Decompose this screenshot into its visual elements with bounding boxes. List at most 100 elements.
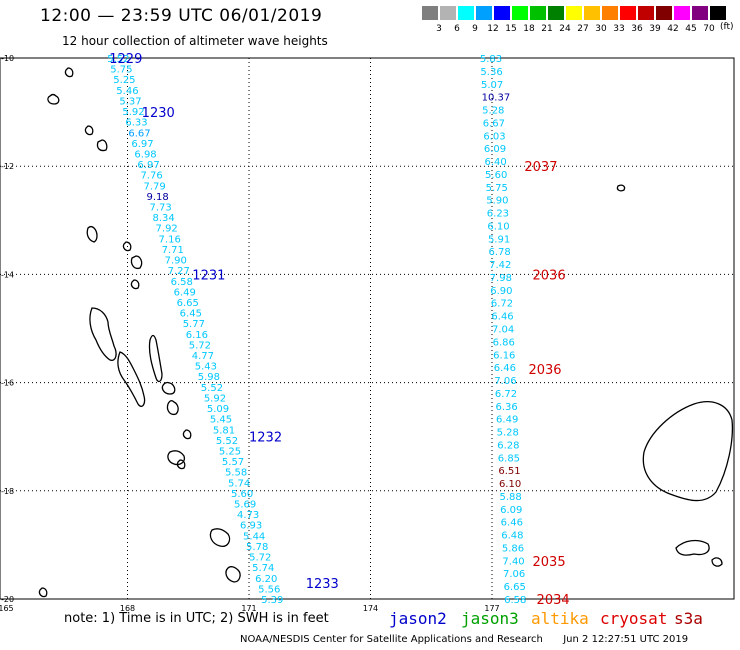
west-track-value: 6.20 [255,574,277,585]
west-track-value: 7.27 [168,266,190,277]
west-track-value: 7.73 [149,203,171,214]
legend-swatch [584,6,600,20]
west-track-value: 5.57 [222,457,244,468]
east-track-value: 6.58 [504,595,526,606]
east-track-value: 5.83 [480,54,502,65]
island-small-9 [182,429,192,440]
east-track-value: 7.40 [502,556,524,567]
y-tick-label: -18 [1,487,14,496]
legend-swatch [476,6,492,20]
west-track-value: 6.45 [180,309,202,320]
west-track-value: 5.72 [189,340,211,351]
west-track-value: 6.97 [131,139,153,150]
west-track-value: 5.74 [228,478,250,489]
legend-swatch [710,6,726,20]
legend-units: (ft) [720,22,734,32]
west-track-value: 7.76 [140,171,162,182]
island-epi [166,400,179,416]
legend-label: 30 [595,24,607,34]
map-frame [0,57,735,600]
west-track-value: 5.56 [258,584,280,595]
pass-label: 1229 [109,52,142,67]
legend-label: 21 [541,24,553,34]
west-track-value: 5.45 [210,415,232,426]
legend-swatch [458,6,474,20]
island-small-7 [130,279,140,290]
y-tick-label: -14 [1,270,14,279]
footer-note: note: 1) Time is in UTC; 2) SWH is in fe… [64,611,329,626]
island-espiritu-santo [89,307,117,361]
legend-label: 39 [649,24,661,34]
legend-swatch [548,6,564,20]
west-track-value: 5.46 [116,86,138,97]
west-track-value: 5.92 [122,107,144,118]
island-small-6 [130,255,143,270]
east-track-value: 6.67 [483,118,505,129]
west-track-value: 4.73 [237,510,259,521]
island-rotuma [616,184,626,192]
x-tick-label: 165 [0,604,14,613]
island-malekula [117,351,146,408]
island-vanua-levu [675,539,710,556]
sat-s3a: s3a [674,609,703,628]
east-track-value: 6.72 [495,389,517,400]
east-track-value: 6.16 [493,350,515,361]
west-track-value: 5.77 [183,319,205,330]
x-tick-label: 168 [120,604,135,613]
east-track-value: 5.88 [500,492,522,503]
wave-height-points: 5.525.755.255.465.375.926.336.676.976.98… [107,54,526,606]
island-viti-levu [642,401,734,502]
west-track-value: 6.67 [128,128,150,139]
west-track-value: 5.52 [216,436,238,447]
island-ambrym [161,381,176,395]
pass-label: 1233 [306,577,339,592]
pass-label: 1232 [249,431,282,446]
west-track-value: 5.37 [119,96,141,107]
legend-label: 9 [472,24,478,34]
west-track-value: 5.60 [231,489,253,500]
pass-label: 2037 [524,160,557,175]
legend-label: 15 [505,24,517,34]
east-track-value: 6.85 [498,453,520,464]
sat-altika: altika [531,609,589,628]
west-track-value: 5.81 [213,425,235,436]
legend-swatch [638,6,654,20]
west-track-value: 6.58 [171,277,193,288]
pass-label: 2036 [533,268,566,283]
east-track-value: 6.49 [496,415,518,426]
legend-swatch [422,6,438,20]
east-track-value: 6.40 [484,157,506,168]
west-track-value: 5.39 [261,595,283,606]
legend-label: 70 [703,24,715,34]
east-track-value: 7.04 [492,325,514,336]
east-track-value: 6.09 [500,505,522,516]
west-track-value: 7.16 [159,234,181,245]
legend-swatch [440,6,456,20]
east-track-value: 5.75 [486,183,508,194]
timestamp: Jun 2 12:27:51 UTC 2019 [563,634,689,645]
west-track-value: 7.92 [156,224,178,235]
east-track-value: 6.90 [490,286,512,297]
west-track-value: 6.16 [186,330,208,341]
island-small-2 [84,125,94,136]
east-track-value: 5.91 [488,234,510,245]
east-track-value: 6.78 [489,247,511,258]
west-track-value: 5.52 [107,54,129,65]
y-tick-label: -12 [1,162,14,171]
west-track-value: 5.43 [195,362,217,373]
west-track-value: 7.71 [162,245,184,256]
east-track-value: 10.37 [482,93,511,104]
west-track-value: 7.90 [165,256,187,267]
east-track-value: 7.06 [494,376,516,387]
west-track-value: 6.65 [177,298,199,309]
sat-cryosat: cryosat [600,609,668,628]
grid-lines [0,58,734,599]
legend-label: 18 [523,24,535,34]
chart-subtitle: 12 hour collection of altimeter wave hei… [62,34,328,48]
west-track-value: 5.58 [225,468,247,479]
east-track-value: 6.86 [493,337,515,348]
west-track-value: 5.44 [243,531,265,542]
island-taveuni [711,557,723,567]
east-track-value: 6.51 [498,466,520,477]
